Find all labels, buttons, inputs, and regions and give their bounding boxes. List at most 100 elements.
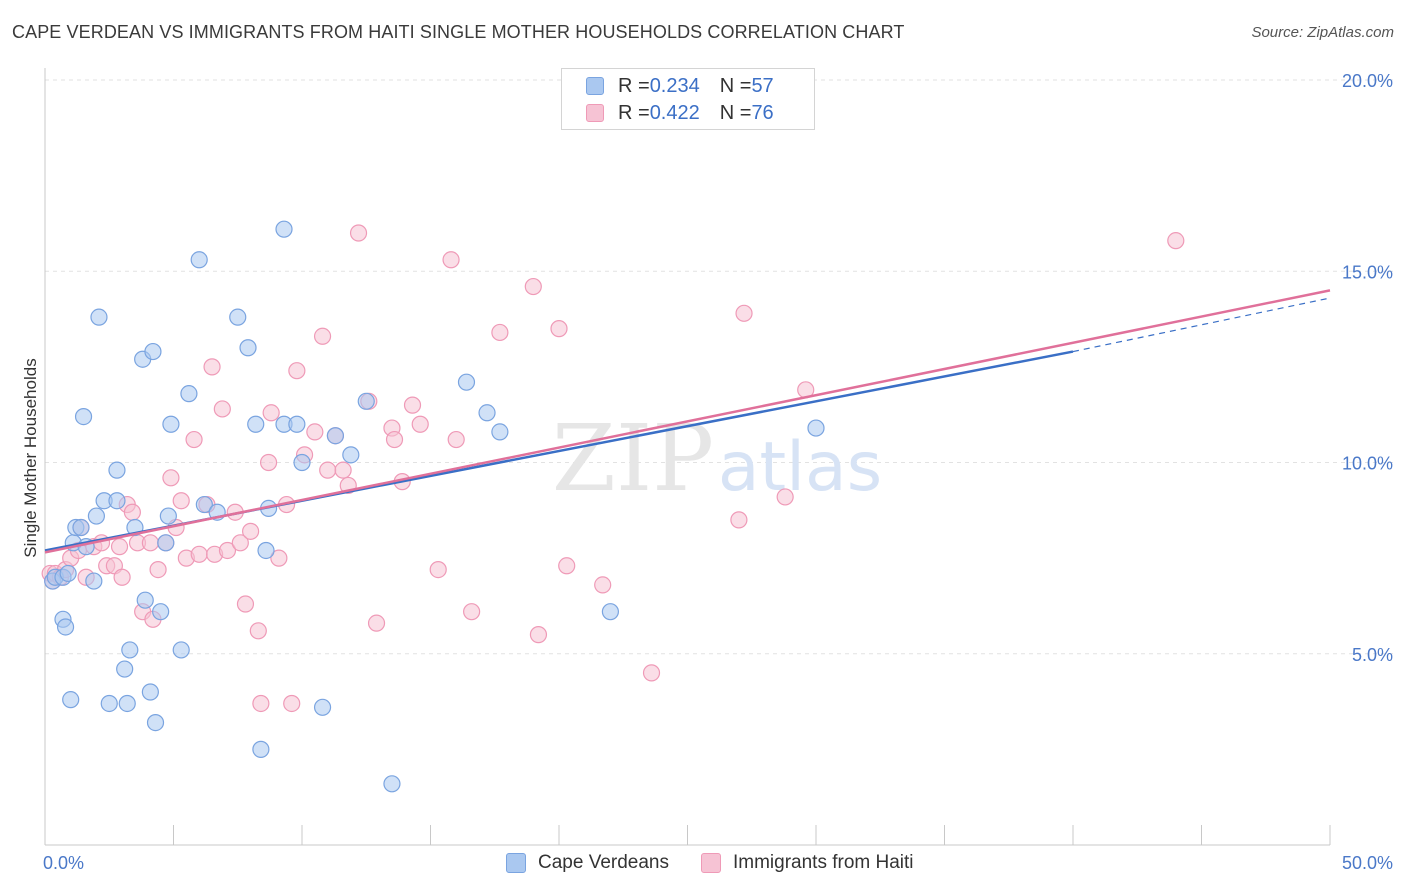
point-cape-verdean [383,775,401,793]
point-haiti [463,603,481,621]
source-label: Source: ZipAtlas.com [1251,24,1394,41]
legend-r-value: 0.422 [649,101,700,124]
point-haiti [558,557,576,575]
point-cape-verdean [144,342,162,361]
point-haiti [262,404,280,422]
point-haiti [730,511,748,529]
point-haiti [385,430,404,449]
legend-r-label: R = [618,101,650,124]
point-haiti [776,488,794,506]
point-haiti [334,461,352,479]
point-cape-verdean [146,713,165,732]
legend-n-label: N = [719,101,752,124]
point-cape-verdean [100,694,118,713]
point-haiti [172,492,190,510]
legend-label: Immigrants from Haiti [733,852,914,873]
axes [44,68,1331,846]
point-haiti [403,396,422,414]
point-haiti [594,576,612,594]
point-cape-verdean [141,683,159,701]
point-haiti [113,568,131,586]
point-haiti [236,595,255,613]
point-haiti [447,430,465,449]
watermark: ZIP atlas [552,405,882,512]
point-cape-verdean [116,660,134,678]
y-tick-label: 15.0% [1342,262,1393,282]
point-haiti [550,320,568,338]
legend-swatch-blue [586,77,604,95]
point-haiti [288,362,306,380]
point-cape-verdean [288,415,306,433]
legend-swatch-blue [506,853,526,873]
x-tick-label: 50.0% [1342,853,1393,873]
point-haiti [442,251,460,269]
point-haiti [259,453,278,472]
legend-r-value: 0.234 [649,74,700,97]
grid-lines [45,79,1393,655]
point-cape-verdean [457,373,476,391]
point-cape-verdean [293,453,311,472]
point-haiti [249,622,267,640]
legend-row-haiti: R = 0.422 N = 76 [586,101,774,125]
chart-title: CAPE VERDEAN VS IMMIGRANTS FROM HAITI SI… [12,22,905,42]
point-cape-verdean [478,404,496,422]
point-cape-verdean [807,419,825,437]
point-cape-verdean [59,564,77,583]
point-cape-verdean [190,251,208,269]
point-cape-verdean [239,339,257,357]
point-cape-verdean [118,694,136,713]
y-tick-label: 10.0% [1342,454,1393,474]
point-cape-verdean [162,415,180,433]
point-cape-verdean [157,534,175,552]
legend-item-haiti: Immigrants from Haiti [701,852,914,874]
point-cape-verdean [85,572,103,590]
point-cape-verdean [108,461,126,479]
point-cape-verdean [56,618,75,636]
legend-swatch-pink [701,853,721,873]
point-cape-verdean [342,446,360,464]
point-cape-verdean [62,691,80,709]
point-haiti [306,423,324,441]
point-cape-verdean [74,408,93,426]
point-cape-verdean [275,220,293,238]
point-haiti [141,534,159,552]
point-cape-verdean [180,385,198,403]
point-haiti [218,541,237,560]
point-haiti [349,224,368,242]
trend-line-haiti [44,289,1331,554]
point-haiti [735,304,753,322]
tick-labels: 5.0% 10.0% 15.0% 20.0% 0.0% 50.0% [43,71,1393,873]
point-cape-verdean [491,423,509,441]
point-cape-verdean [90,308,108,326]
legend-swatch-pink [586,104,604,122]
watermark-zip: ZIP [552,405,714,512]
point-cape-verdean [247,415,265,433]
point-cape-verdean [195,495,213,514]
point-haiti [367,614,386,632]
point-cape-verdean [72,518,90,537]
point-haiti [123,503,141,521]
point-cape-verdean [252,740,270,758]
legend-n-value: 57 [751,74,774,97]
point-cape-verdean [136,591,154,609]
point-cape-verdean [357,392,375,410]
point-haiti [190,545,208,563]
point-cape-verdean [87,507,106,525]
point-haiti [231,534,249,552]
legend-r-label: R = [618,74,650,97]
point-cape-verdean [229,308,247,326]
point-haiti [203,358,221,376]
point-haiti [110,538,129,556]
point-haiti [270,549,288,567]
legend-n-value: 76 [751,101,774,124]
y-tick-label: 5.0% [1352,645,1393,665]
point-cape-verdean [172,641,190,659]
legend-row-cape-verdean: R = 0.234 N = 57 [586,74,774,98]
point-haiti [411,415,429,433]
y-axis-label: Single Mother Households [21,358,40,558]
point-cape-verdean [601,603,620,621]
point-cape-verdean [152,603,170,621]
point-haiti [524,277,542,296]
point-haiti [242,522,260,540]
point-cape-verdean [326,427,345,445]
